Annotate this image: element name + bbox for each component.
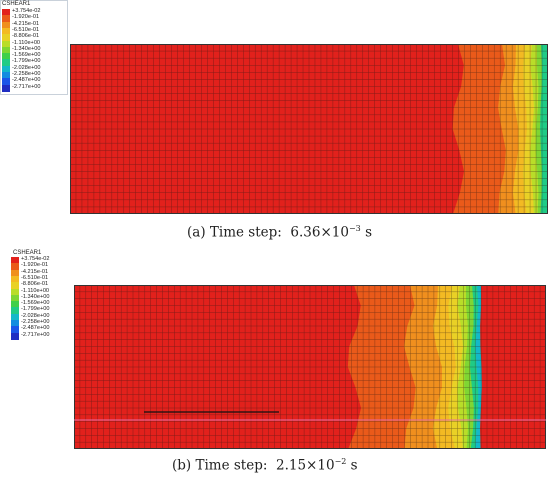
legend-a-label-6: -1.340e+00: [12, 45, 41, 52]
legend-b-label-3: -6.510e-01: [21, 274, 49, 281]
legend-b-label-4: -8.806e-01: [21, 281, 49, 288]
legend-b-swatch-7: [11, 301, 19, 309]
legend-a-label-8: -1.799e+00: [12, 58, 41, 65]
legend-a-label-1: -1.920e-01: [12, 14, 40, 21]
legend-b-swatch-9: [11, 313, 19, 321]
legend-a-label-3: -6.510e-01: [12, 26, 40, 33]
legend-a-label-11: -2.487e+00: [12, 77, 41, 84]
legend-b-title: CSHEAR1: [13, 250, 42, 256]
legend-a-swatch-9: [2, 65, 10, 73]
legend-b-label-0: +3.754e-02: [21, 256, 50, 262]
legend-b-label-11: -2.487e+00: [21, 325, 50, 332]
caption-b: (b) Time step: 2.15×10−2 s: [172, 457, 358, 474]
legend-a-label-12: -2.717e+00: [12, 83, 41, 90]
legend-a-swatch-2: [2, 21, 10, 29]
caption-a-unit: s: [365, 224, 372, 241]
legend-a-frame: [0, 0, 68, 95]
legend-b-label-12: -2.717e+00: [21, 331, 50, 338]
legend-a-swatch-11: [2, 78, 10, 86]
caption-a-value: 6.36×10: [290, 224, 349, 241]
legend-a-swatch-3: [2, 27, 10, 35]
legend-b-swatch-2: [11, 269, 19, 277]
contour-mesh-a: [70, 44, 548, 214]
caption-a: (a) Time step: 6.36×10−3 s: [187, 224, 372, 241]
caption-a-prefix: (a) Time step:: [187, 224, 282, 241]
contour-plot-b: [74, 285, 546, 449]
legend-b-swatch-5: [11, 288, 19, 296]
legend-b-swatch-8: [11, 307, 19, 315]
legend-b-label-2: -4.215e-01: [21, 268, 49, 275]
legend-b-label-9: -2.028e+00: [21, 312, 50, 319]
plot-a-grid: [70, 44, 548, 214]
plot-b-border: [74, 285, 546, 449]
legend-b-label-6: -1.340e+00: [21, 293, 50, 300]
caption-b-unit: s: [350, 457, 358, 474]
legend-b-label-5: -1.110e+00: [21, 287, 50, 294]
legend-a-swatch-8: [2, 59, 10, 67]
legend-a-label-7: -1.569e+00: [12, 52, 41, 59]
plot-b-grid: [74, 285, 546, 449]
legend-b-swatch-4: [11, 282, 19, 290]
legend-a-title: CSHEAR1: [2, 1, 31, 7]
legend-a-label-2: -4.215e-01: [12, 20, 40, 27]
legend-b-swatch-12: [11, 332, 19, 340]
legend-a-swatch-5: [2, 40, 10, 48]
legend-a-swatch-10: [2, 72, 10, 79]
legend-a-swatch-0: [2, 9, 10, 16]
legend-a-label-9: -2.028e+00: [12, 64, 41, 71]
contour-plot-a: [70, 44, 548, 214]
legend-a-label-0: +3.754e-02: [12, 8, 41, 14]
legend-b-swatch-0: [11, 257, 19, 264]
legend-a-swatch-7: [2, 53, 10, 61]
legend-b-label-1: -1.920e-01: [21, 262, 49, 269]
legend-b-swatch-10: [11, 320, 19, 327]
legend-b-label-8: -1.799e+00: [21, 306, 50, 313]
legend-a-label-4: -8.806e-01: [12, 33, 40, 40]
legend-b-swatch-1: [11, 263, 19, 271]
legend-b-swatch-3: [11, 275, 19, 283]
plot-a-border: [70, 44, 548, 214]
legend-a-label-10: -2.258e+00: [12, 71, 41, 77]
legend-b-label-10: -2.258e+00: [21, 319, 50, 325]
caption-b-exponent: −2: [334, 457, 347, 466]
caption-b-value: 2.15×10: [276, 457, 335, 474]
legend-a-swatch-6: [2, 46, 10, 54]
legend-b-swatch-6: [11, 294, 19, 302]
legend-a-swatch-1: [2, 15, 10, 23]
legend-a: CSHEAR1 +3.754e-02 -1.920e-01 -4.215e-01 -6…: [0, 0, 70, 96]
legend-b-swatch-11: [11, 326, 19, 334]
legend-a-label-5: -1.110e+00: [12, 39, 41, 46]
legend-a-swatch-4: [2, 34, 10, 42]
legend-b: CSHEAR1 +3.754e-02 -1.920e-01 -4.215e-01 -6…: [10, 248, 70, 340]
caption-b-prefix: (b) Time step:: [172, 457, 268, 474]
caption-a-exponent: −3: [348, 224, 361, 233]
legend-a-swatch-12: [2, 84, 10, 92]
legend-b-label-7: -1.569e+00: [21, 300, 50, 307]
contour-mesh-b: [74, 285, 546, 449]
